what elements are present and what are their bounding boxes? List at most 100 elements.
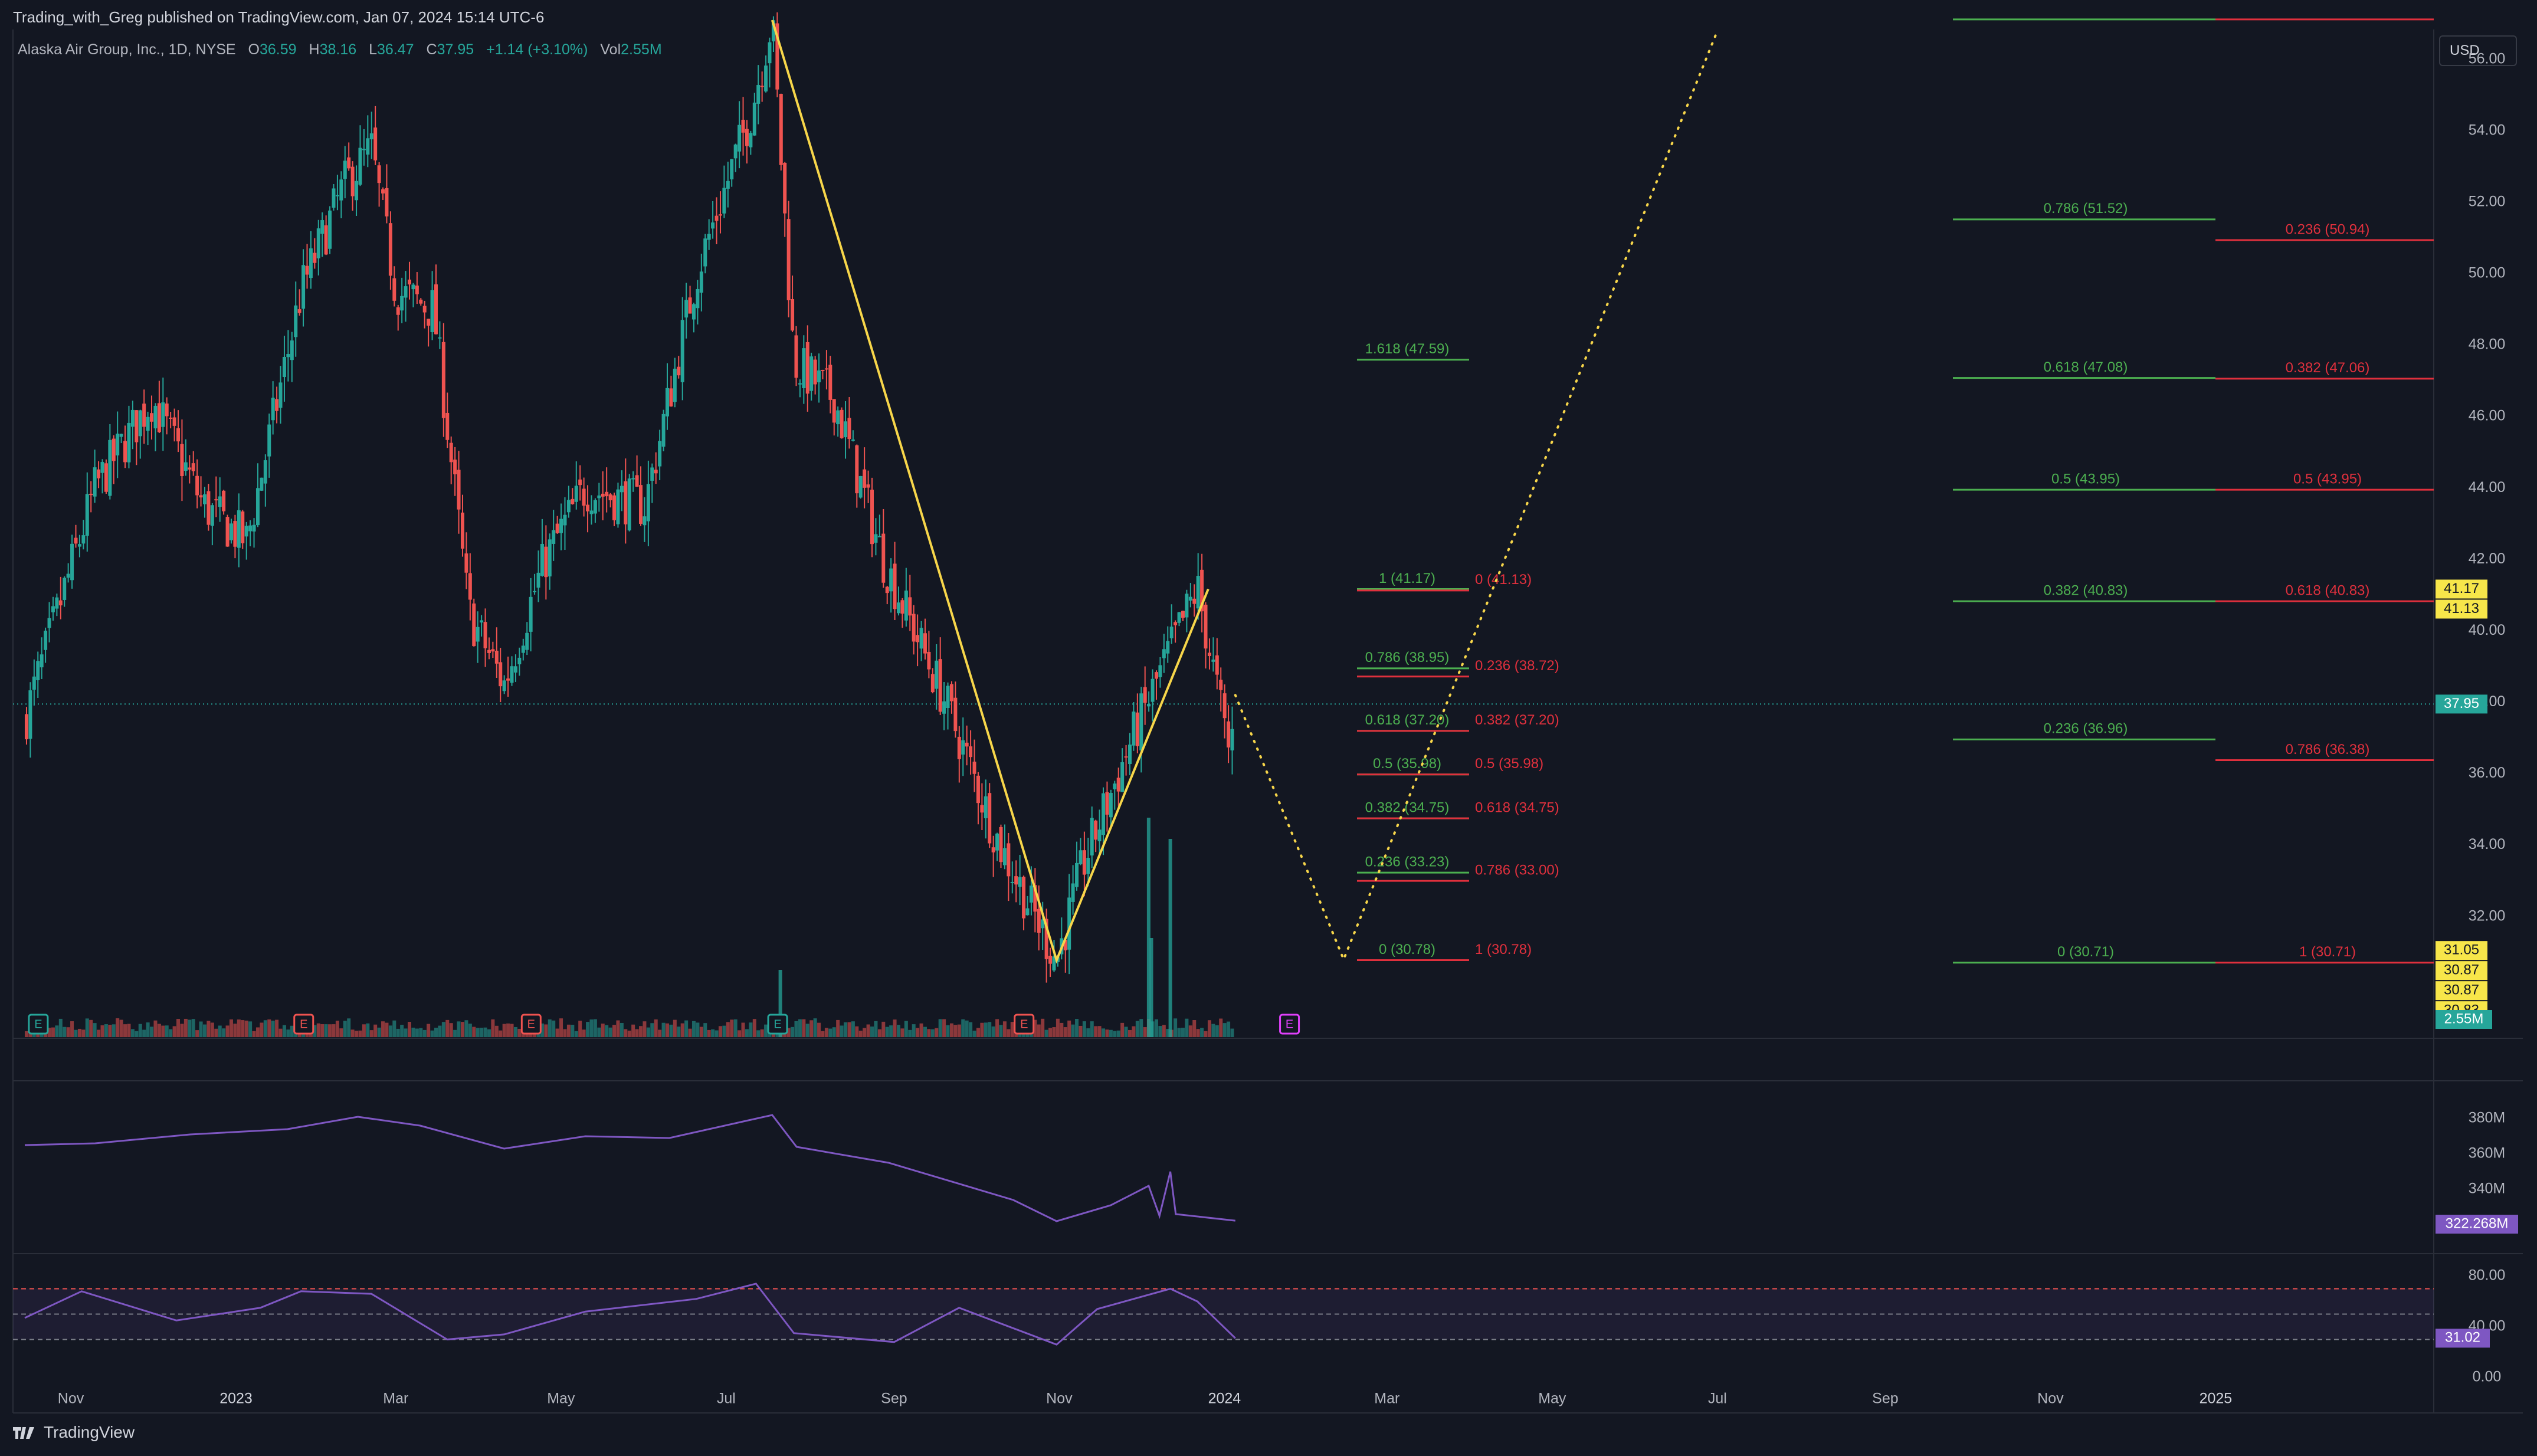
candle-body — [271, 398, 275, 421]
volume-bar — [85, 1018, 89, 1037]
candle-body — [1169, 627, 1174, 639]
candle-body — [89, 493, 93, 496]
volume-bar — [97, 1029, 101, 1037]
obv-tag — [2436, 1215, 2518, 1234]
volume-bar — [449, 1023, 453, 1037]
volume-bar — [919, 1023, 923, 1037]
candle-body — [620, 486, 624, 493]
candle-body — [1109, 793, 1113, 818]
price-axis-label: 42.00 — [2469, 550, 2506, 567]
volume-bar — [1219, 1018, 1223, 1037]
tradingview-logo[interactable]: TradingView — [12, 1423, 135, 1442]
candle-body — [612, 495, 617, 520]
volume-bar — [601, 1024, 605, 1037]
volume-bar — [756, 1030, 761, 1037]
volume-bar — [586, 1022, 590, 1037]
candle-body — [696, 288, 700, 309]
candle-body — [161, 402, 165, 427]
currency-button[interactable]: USD — [2439, 35, 2517, 66]
candle-body — [491, 649, 495, 652]
volume-bar — [635, 1029, 639, 1037]
candle-body — [1007, 843, 1011, 877]
volume-bar — [552, 1020, 556, 1037]
candle-body — [430, 290, 434, 333]
candle-body — [919, 628, 923, 649]
candle-body — [1230, 729, 1234, 750]
candle-body — [1227, 721, 1231, 748]
candle-body — [1041, 919, 1045, 929]
earnings-marker-label: E — [1020, 1018, 1028, 1031]
volume-bar — [411, 1027, 415, 1037]
volume-bar — [688, 1028, 692, 1037]
candle-body — [1090, 818, 1094, 856]
volume-bar — [965, 1020, 969, 1037]
volume-bar — [278, 1028, 283, 1037]
candle-body — [453, 460, 457, 474]
candle-body — [821, 369, 825, 371]
candle-body — [206, 491, 211, 525]
candle-body — [366, 138, 370, 155]
time-axis-label: 2024 — [1208, 1391, 1241, 1407]
candle-body — [373, 127, 378, 160]
candle-body — [916, 635, 920, 642]
candle-body — [756, 85, 761, 104]
volume-bar — [161, 1025, 165, 1037]
candle-body — [703, 238, 707, 267]
price-axis-label: 32.00 — [2469, 907, 2506, 924]
volume-bar — [1002, 1021, 1007, 1037]
volume-bar — [316, 1023, 320, 1037]
price-tag-label: 30.87 — [2444, 962, 2479, 978]
candle-body — [1025, 908, 1030, 916]
volume-bar — [1041, 1018, 1045, 1037]
symbol-name[interactable]: Alaska Air Group, Inc., 1D, NYSE — [18, 41, 236, 58]
candle-body — [40, 654, 44, 668]
high-value: 38.16 — [319, 41, 357, 58]
candle-body — [935, 660, 939, 689]
candle-body — [434, 284, 438, 335]
volume-bar — [112, 1024, 116, 1037]
candle-body — [984, 796, 988, 819]
volume-bar — [1181, 1028, 1185, 1037]
volume-spike — [1149, 938, 1153, 1037]
volume-bar — [430, 1030, 434, 1037]
candle-body — [385, 188, 389, 217]
candle-body — [794, 335, 798, 378]
candle-body — [666, 388, 669, 417]
candle-body — [582, 488, 586, 506]
time-axis-label: Mar — [1374, 1391, 1399, 1407]
candle-body — [278, 382, 283, 408]
candle-body — [847, 418, 851, 440]
candle-body — [889, 568, 893, 592]
volume-bar — [1079, 1025, 1083, 1037]
volume-bar — [1063, 1027, 1067, 1037]
volume-bar — [1090, 1021, 1094, 1037]
volume-bar — [893, 1019, 897, 1037]
volume-bar — [506, 1023, 510, 1037]
volume-bar — [77, 1028, 81, 1037]
candle-body — [252, 524, 256, 532]
candle-body — [938, 659, 942, 712]
volume-bar — [1211, 1024, 1215, 1037]
volume-bar — [335, 1021, 339, 1037]
fib-right-red-label: 0.236 (50.94) — [2286, 221, 2370, 237]
volume-bar — [476, 1028, 480, 1037]
volume-bar — [271, 1021, 275, 1037]
candle-body — [1044, 919, 1048, 959]
candle-body — [1094, 820, 1098, 840]
candle-body — [1071, 883, 1075, 902]
volume-bar — [286, 1029, 290, 1037]
candle-body — [460, 512, 464, 549]
candle-body — [760, 86, 764, 87]
volume-bar — [142, 1029, 146, 1037]
candle-body — [1082, 850, 1086, 875]
candle-body — [855, 445, 859, 494]
volume-bar — [275, 1019, 279, 1037]
volume-bar — [908, 1029, 912, 1037]
volume-bar — [953, 1025, 958, 1037]
volume-bar — [252, 1031, 256, 1037]
volume-bar — [738, 1030, 742, 1037]
volume-bar — [460, 1022, 464, 1037]
candle-body — [415, 286, 419, 294]
volume-bar — [358, 1030, 362, 1037]
